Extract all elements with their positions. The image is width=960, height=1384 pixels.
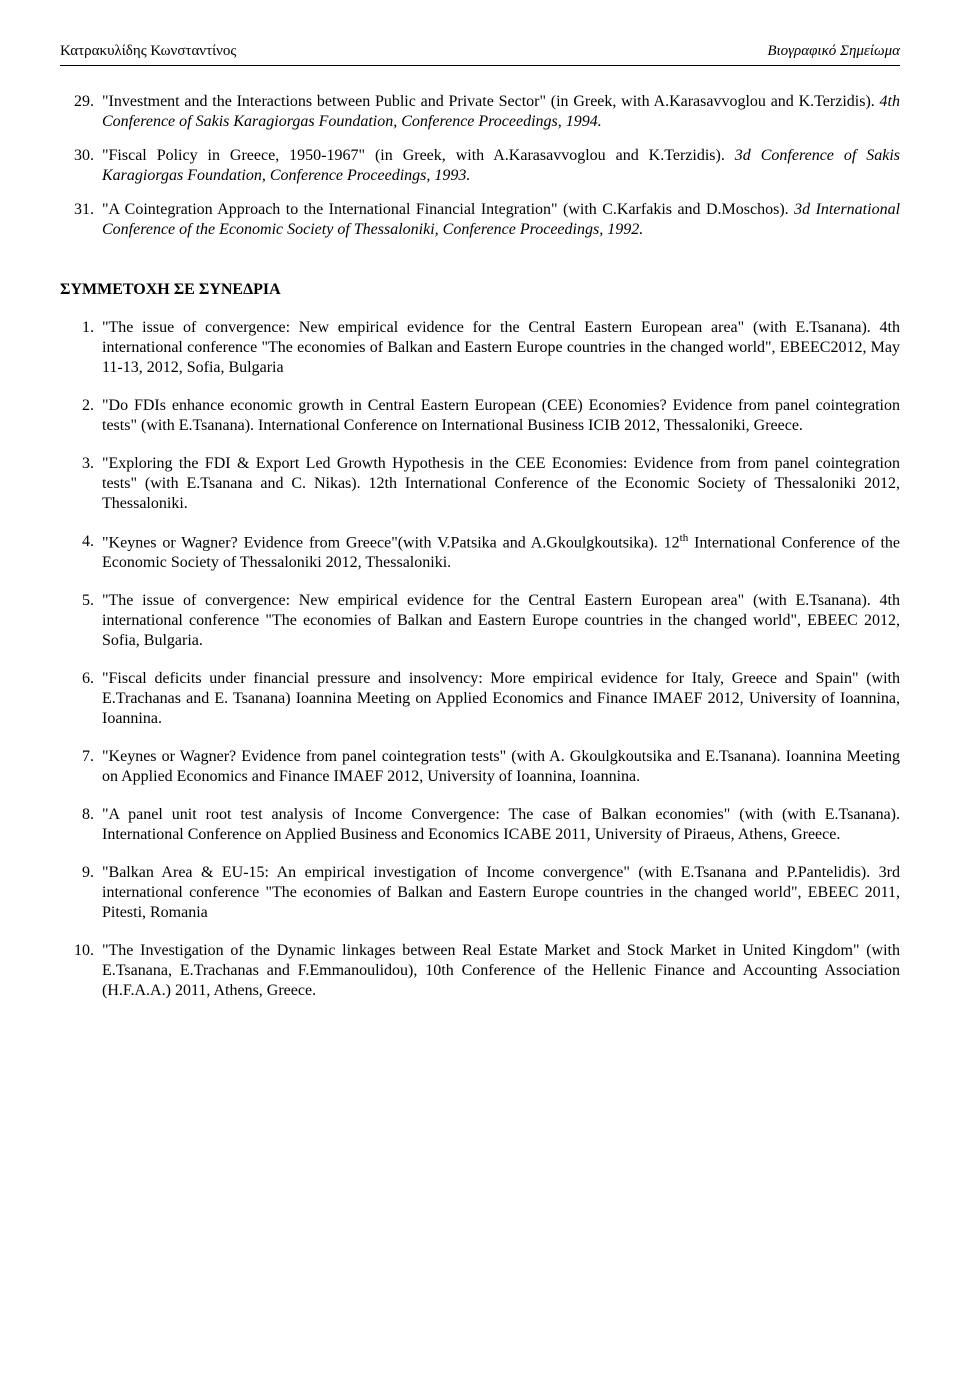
italic-text: 3d Conference of Sakis Karagiorgas Found… [102,147,900,184]
item-text: "Exploring the FDI & Export Led Growth H… [102,454,900,514]
publications-list: 29."Investment and the Interactions betw… [60,92,900,240]
list-item: 6."Fiscal deficits under financial press… [60,669,900,729]
list-item: 5."The issue of convergence: New empiric… [60,591,900,651]
list-item: 3."Exploring the FDI & Export Led Growth… [60,454,900,514]
item-text: "The issue of convergence: New empirical… [102,318,900,378]
item-text: "Fiscal Policy in Greece, 1950-1967" (in… [102,146,900,186]
item-text: "Fiscal deficits under financial pressur… [102,669,900,729]
section-heading: ΣΥΜΜΕΤΟΧΗ ΣΕ ΣΥΝΕΔΡΙΑ [60,280,900,300]
list-item: 10."The Investigation of the Dynamic lin… [60,941,900,1001]
item-text: "The Investigation of the Dynamic linkag… [102,941,900,1001]
item-number: 7. [60,747,102,767]
item-number: 4. [60,532,102,552]
item-number: 3. [60,454,102,474]
conferences-list: 1."The issue of convergence: New empiric… [60,318,900,1001]
item-number: 29. [60,92,102,112]
item-text: "A Cointegration Approach to the Interna… [102,200,900,240]
item-number: 1. [60,318,102,338]
item-text: "Do FDIs enhance economic growth in Cent… [102,396,900,436]
item-number: 8. [60,805,102,825]
item-number: 5. [60,591,102,611]
item-number: 6. [60,669,102,689]
list-item: 7."Keynes or Wagner? Evidence from panel… [60,747,900,787]
item-text: "Balkan Area & EU-15: An empirical inves… [102,863,900,923]
italic-text: 3d International Conference of the Econo… [102,201,900,238]
item-number: 30. [60,146,102,166]
item-number: 10. [60,941,102,961]
item-text: "Keynes or Wagner? Evidence from panel c… [102,747,900,787]
header-right: Βιογραφικό Σημείωμα [767,42,900,61]
list-item: 29."Investment and the Interactions betw… [60,92,900,132]
list-item: 4."Keynes or Wagner? Evidence from Greec… [60,532,900,573]
item-text: "Investment and the Interactions between… [102,92,900,132]
item-text: "A panel unit root test analysis of Inco… [102,805,900,845]
item-text: "The issue of convergence: New empirical… [102,591,900,651]
list-item: 31."A Cointegration Approach to the Inte… [60,200,900,240]
header-divider [60,65,900,66]
item-number: 9. [60,863,102,883]
item-number: 2. [60,396,102,416]
italic-text: 4th Conference of Sakis Karagiorgas Foun… [102,93,900,130]
list-item: 2."Do FDIs enhance economic growth in Ce… [60,396,900,436]
header-left: Κατρακυλίδης Κωνσταντίνος [60,42,236,61]
superscript: th [680,532,689,544]
page-header: Κατρακυλίδης Κωνσταντίνος Βιογραφικό Σημ… [60,42,900,61]
list-item: 1."The issue of convergence: New empiric… [60,318,900,378]
list-item: 9."Balkan Area & EU-15: An empirical inv… [60,863,900,923]
list-item: 30."Fiscal Policy in Greece, 1950-1967" … [60,146,900,186]
list-item: 8."A panel unit root test analysis of In… [60,805,900,845]
item-number: 31. [60,200,102,220]
item-text: "Keynes or Wagner? Evidence from Greece"… [102,532,900,573]
